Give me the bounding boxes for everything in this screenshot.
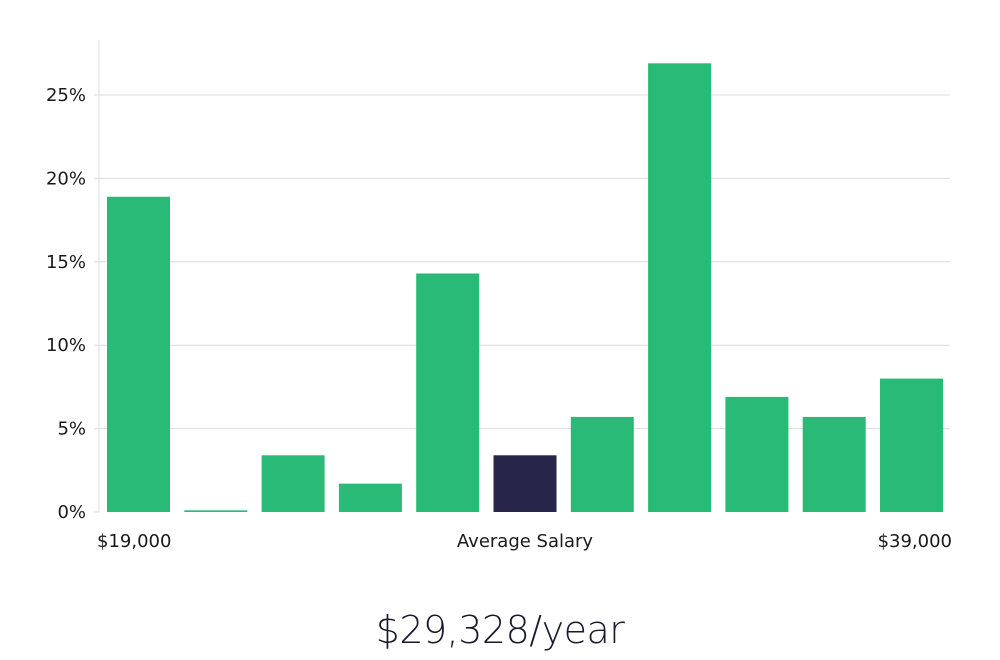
bar [261, 455, 325, 512]
y-tick-label: 15% [46, 252, 86, 273]
bars [107, 63, 943, 513]
grid-lines [99, 94, 950, 430]
x-label-center: Average Salary [457, 531, 594, 552]
average-salary-value: $29,328/year [375, 608, 625, 652]
x-label-max: $39,000 [878, 531, 952, 552]
bar [338, 483, 402, 512]
y-tick-label: 10% [46, 335, 86, 356]
y-tick-label: 5% [57, 419, 86, 440]
y-tick-label: 0% [57, 502, 86, 523]
bar [802, 416, 866, 512]
x-label-min: $19,000 [97, 531, 171, 552]
bar [184, 510, 248, 512]
bar [725, 396, 789, 512]
bar [416, 273, 480, 512]
y-tick-label: 20% [46, 168, 86, 189]
bar [648, 63, 712, 513]
bar [570, 416, 634, 512]
bar [880, 378, 943, 512]
salary-distribution-chart: 0%5%10%15%20%25% $19,000 Average Salary … [46, 40, 952, 552]
bar [107, 196, 170, 513]
y-tick-label: 25% [46, 85, 86, 106]
bar-average-salary [493, 455, 557, 512]
y-tick-labels: 0% 5% 10% 15% 20% 25% [46, 85, 99, 523]
